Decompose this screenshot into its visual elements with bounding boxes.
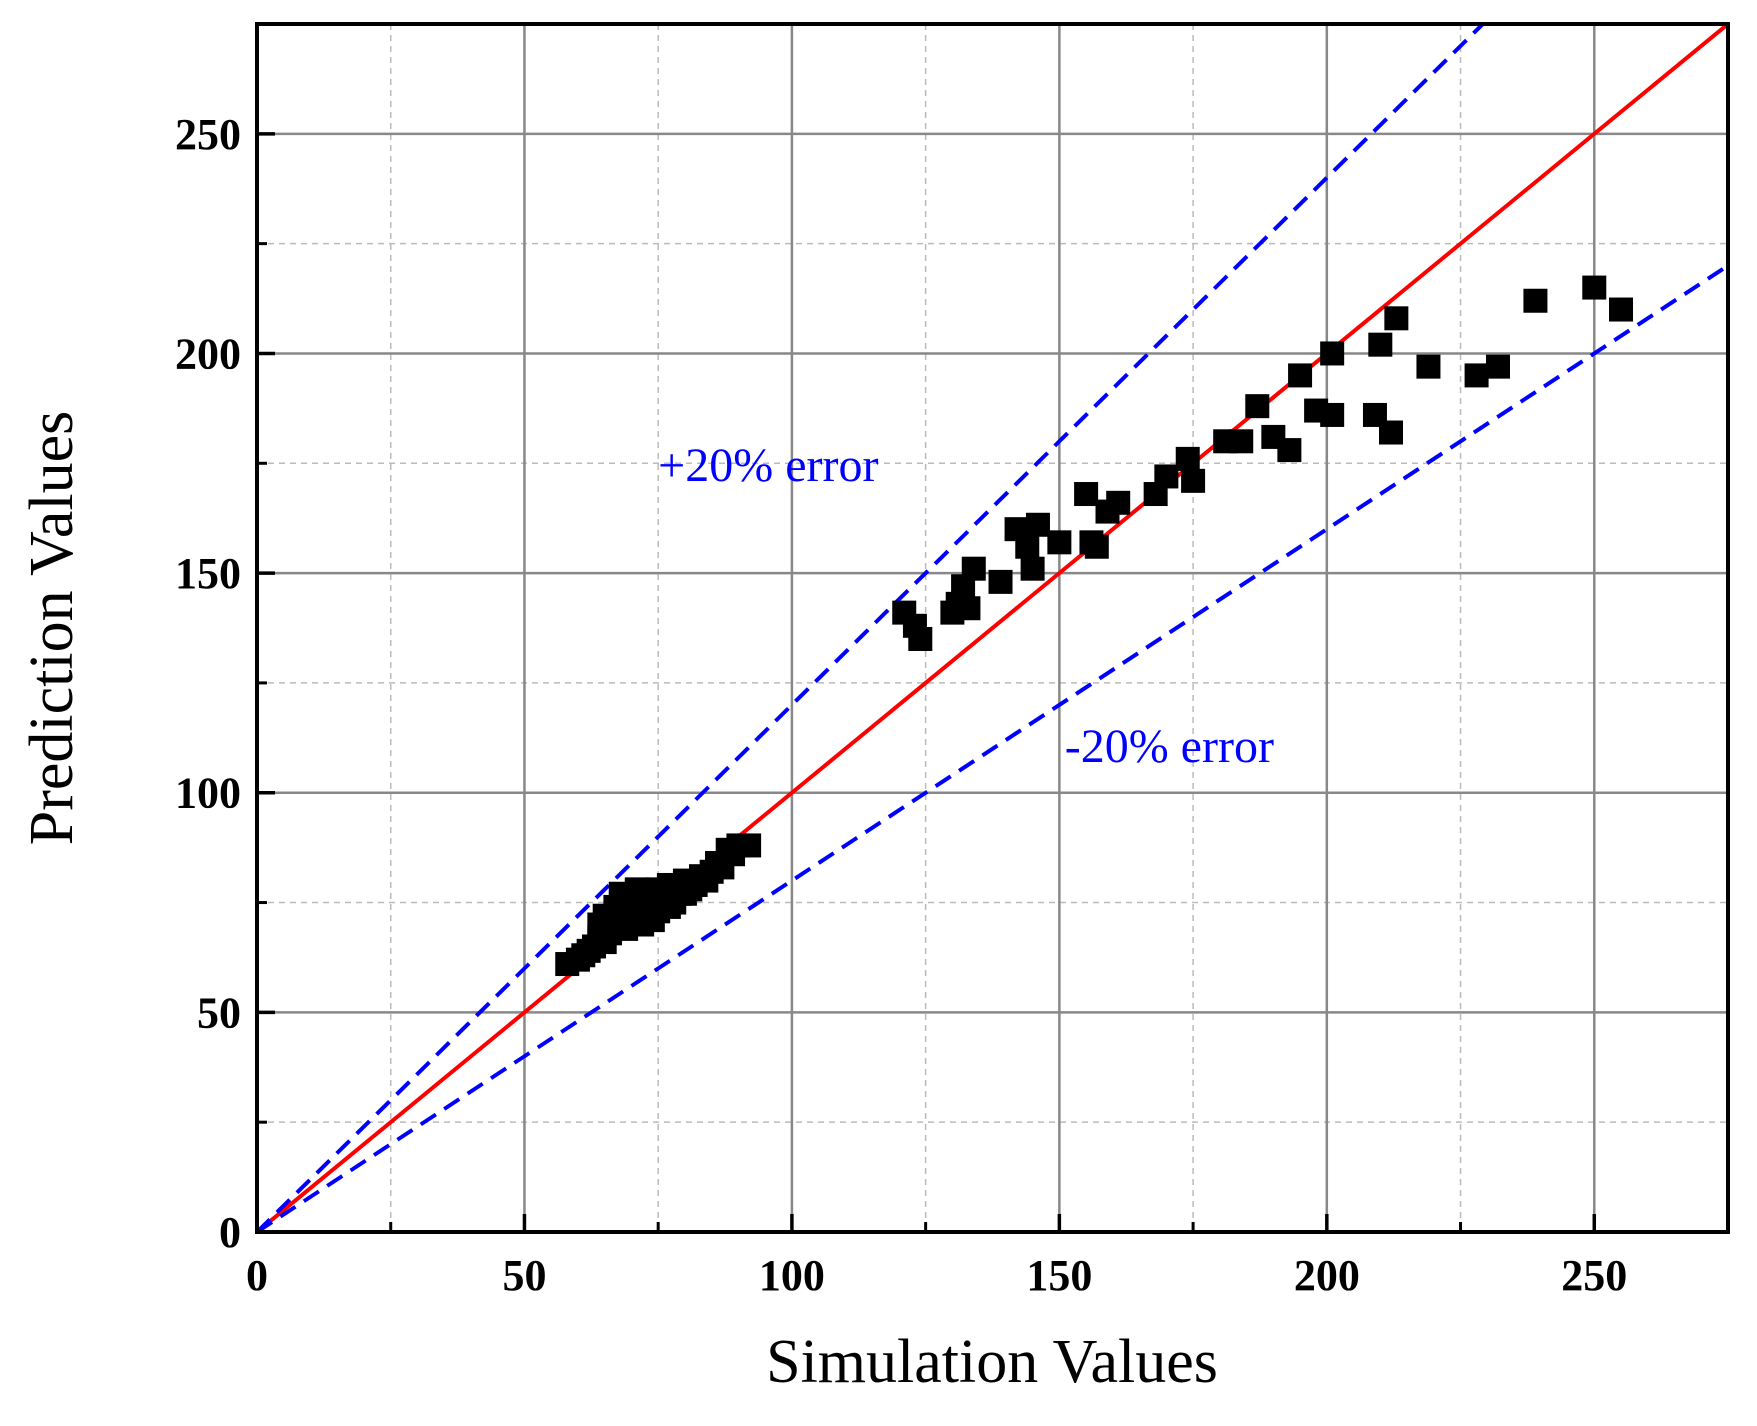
data-point bbox=[1416, 354, 1441, 379]
data-point bbox=[1047, 530, 1072, 555]
data-point bbox=[737, 833, 762, 858]
data-point bbox=[1320, 402, 1345, 427]
x-tick-label: 150 bbox=[1026, 1251, 1092, 1300]
data-point bbox=[1020, 556, 1045, 581]
data-point bbox=[1025, 512, 1050, 537]
data-point bbox=[1277, 438, 1302, 463]
y-axis-title: Prediction Values bbox=[18, 411, 86, 846]
y-tick-label: 200 bbox=[175, 329, 241, 378]
plus-20-error-label: +20% error bbox=[658, 439, 878, 492]
x-tick-label: 0 bbox=[246, 1251, 268, 1300]
data-point bbox=[1582, 275, 1607, 300]
x-tick-label: 50 bbox=[502, 1251, 546, 1300]
minus-20-error-line bbox=[257, 263, 1728, 1232]
data-point bbox=[1384, 306, 1409, 331]
annotations: +20% error -20% error bbox=[658, 439, 1274, 773]
data-point bbox=[1015, 534, 1040, 559]
minus-20-error-label: -20% error bbox=[1065, 720, 1274, 773]
data-point bbox=[1609, 297, 1634, 322]
x-axis-title: Simulation Values bbox=[766, 1328, 1218, 1396]
data-point bbox=[1464, 363, 1489, 388]
y-tick-label: 0 bbox=[219, 1208, 241, 1257]
axis-ticks: 0 50 100 150 200 250 0 50 100 150 200 250 bbox=[175, 110, 1627, 1300]
data-point bbox=[956, 596, 981, 621]
data-point bbox=[1485, 354, 1510, 379]
data-point bbox=[908, 626, 933, 651]
x-tick-label: 250 bbox=[1561, 1251, 1627, 1300]
y-tick-label: 150 bbox=[175, 549, 241, 598]
data-point bbox=[1074, 482, 1099, 507]
plot-frame bbox=[255, 22, 1730, 1234]
y-tick-label: 50 bbox=[197, 988, 241, 1037]
x-tick-label: 200 bbox=[1294, 1251, 1360, 1300]
y-tick-label: 100 bbox=[175, 769, 241, 818]
data-point bbox=[961, 556, 986, 581]
data-point bbox=[1320, 341, 1345, 366]
data-point bbox=[1154, 464, 1179, 489]
data-point bbox=[1379, 420, 1404, 445]
reference-lines bbox=[257, 24, 1728, 1232]
data-point bbox=[1245, 394, 1270, 419]
data-point bbox=[1181, 468, 1206, 493]
data-point bbox=[1229, 429, 1254, 454]
data-points bbox=[555, 275, 1634, 977]
plus-20-error-line bbox=[257, 24, 1486, 1232]
data-point bbox=[1106, 490, 1131, 515]
data-point bbox=[1523, 288, 1548, 313]
grid bbox=[257, 24, 1728, 1232]
ideal-line bbox=[257, 24, 1728, 1232]
data-point bbox=[988, 569, 1013, 594]
data-point bbox=[1288, 363, 1313, 388]
data-point bbox=[1368, 332, 1393, 357]
x-tick-label: 100 bbox=[759, 1251, 825, 1300]
data-point bbox=[1175, 446, 1200, 471]
data-point bbox=[1084, 534, 1109, 559]
y-tick-label: 250 bbox=[175, 110, 241, 159]
